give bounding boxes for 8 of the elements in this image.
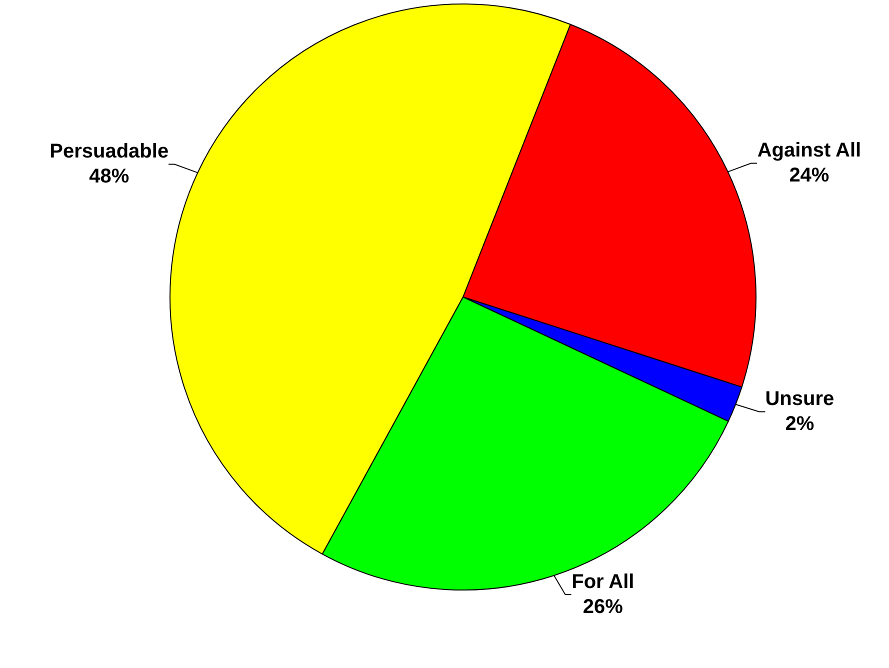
data-label: 2% — [785, 413, 814, 436]
data-label: 26% — [582, 596, 624, 618]
slice-label: Against All — [757, 140, 862, 162]
slice-label: Persuadable — [50, 140, 169, 163]
slice-label: For All — [572, 571, 634, 594]
slice-label: Unsure — [765, 388, 834, 410]
data-label: 24% — [789, 164, 830, 187]
data-label: 48% — [89, 166, 130, 188]
